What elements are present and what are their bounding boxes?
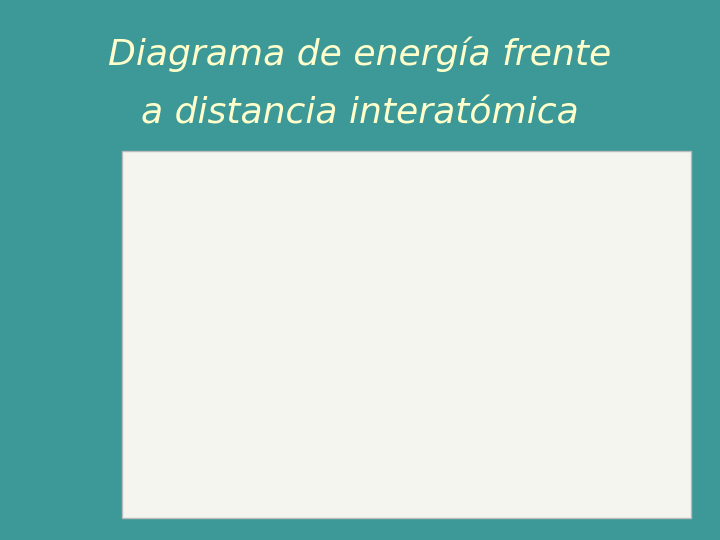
Text: distancia de máxima estabilidad: distancia de máxima estabilidad: [292, 477, 485, 490]
Text: Diagrama de energía frente: Diagrama de energía frente: [109, 36, 611, 72]
Text: a distancia interatómica: a distancia interatómica: [141, 97, 579, 130]
Text: distancia entre núcleos: distancia entre núcleos: [495, 352, 632, 365]
Text: E
N
E
R
G
Í
A: E N E R G Í A: [132, 234, 143, 342]
